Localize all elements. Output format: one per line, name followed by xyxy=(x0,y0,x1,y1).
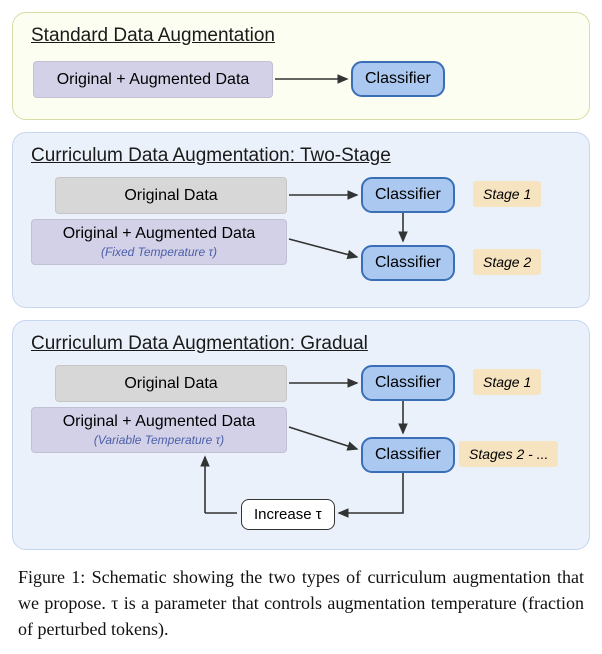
stage-label: Stage 1 xyxy=(483,374,531,390)
action-increase-tau: Increase τ xyxy=(241,499,335,530)
stage-badge-1: Stage 1 xyxy=(473,369,541,395)
data-box-original-augmented: Original + Augmented Data (Variable Temp… xyxy=(31,407,287,453)
data-box-original: Original Data xyxy=(55,177,287,214)
data-box-label: Original + Augmented Data xyxy=(40,224,278,243)
classifier-node-2: Classifier xyxy=(361,245,455,281)
classifier-label: Classifier xyxy=(375,186,441,203)
data-box-original-augmented: Original + Augmented Data xyxy=(33,61,273,98)
stage-label: Stage 1 xyxy=(483,186,531,202)
action-label: Increase τ xyxy=(254,506,322,523)
panel-standard-title: Standard Data Augmentation xyxy=(31,25,577,47)
panel-standard: Standard Data Augmentation Original + Au… xyxy=(12,12,590,120)
classifier-node-1: Classifier xyxy=(361,365,455,401)
panel-gradual-title: Curriculum Data Augmentation: Gradual xyxy=(31,333,577,355)
stage-badge-1: Stage 1 xyxy=(473,181,541,207)
stage-label: Stage 2 xyxy=(483,254,531,270)
data-box-sublabel: (Variable Temperature τ) xyxy=(40,433,278,447)
data-box-sublabel: (Fixed Temperature τ) xyxy=(40,245,278,259)
panel-gradual: Curriculum Data Augmentation: Gradual Or… xyxy=(12,320,590,550)
panel-two-stage: Curriculum Data Augmentation: Two-Stage … xyxy=(12,132,590,308)
figure-caption: Figure 1: Schematic showing the two type… xyxy=(18,564,584,642)
stage-badge-2plus: Stages 2 - ... xyxy=(459,441,558,467)
data-box-original: Original Data xyxy=(55,365,287,402)
data-box-original-augmented: Original + Augmented Data (Fixed Tempera… xyxy=(31,219,287,265)
data-box-label: Original + Augmented Data xyxy=(40,412,278,431)
stage-label: Stages 2 - ... xyxy=(469,446,548,462)
classifier-node-1: Classifier xyxy=(361,177,455,213)
classifier-label: Classifier xyxy=(375,446,441,463)
data-box-label: Original Data xyxy=(124,375,217,392)
data-box-label: Original Data xyxy=(124,187,217,204)
data-box-label: Original + Augmented Data xyxy=(57,71,250,88)
classifier-label: Classifier xyxy=(375,374,441,391)
classifier-label: Classifier xyxy=(375,254,441,271)
classifier-label: Classifier xyxy=(365,70,431,87)
stage-badge-2: Stage 2 xyxy=(473,249,541,275)
panel-two-stage-title: Curriculum Data Augmentation: Two-Stage xyxy=(31,145,577,167)
classifier-node: Classifier xyxy=(351,61,445,97)
classifier-node-2: Classifier xyxy=(361,437,455,473)
